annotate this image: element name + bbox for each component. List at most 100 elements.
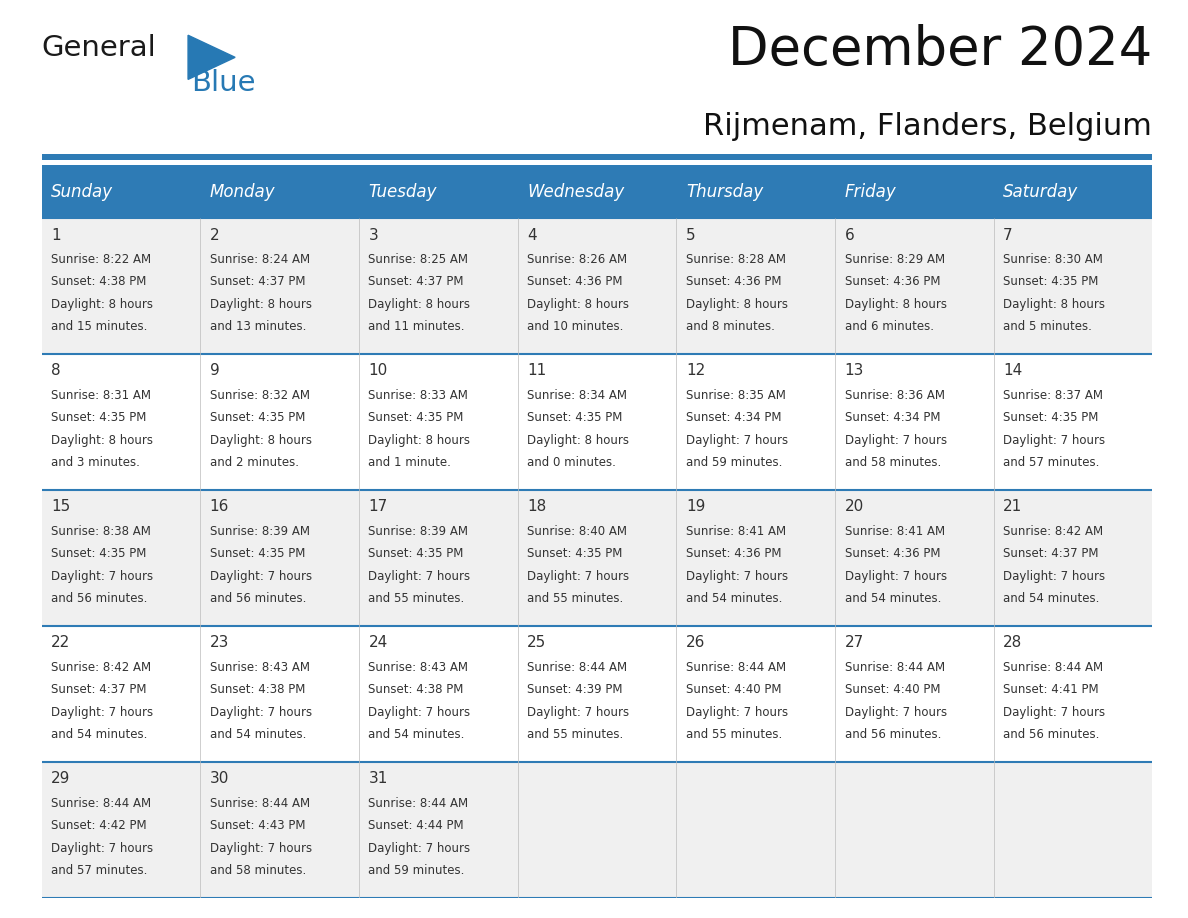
Text: Sunset: 4:37 PM: Sunset: 4:37 PM: [51, 683, 146, 697]
Text: and 3 minutes.: and 3 minutes.: [51, 455, 140, 469]
Text: and 59 minutes.: and 59 minutes.: [368, 864, 465, 877]
Text: Daylight: 7 hours: Daylight: 7 hours: [845, 433, 947, 447]
Text: Sunrise: 8:36 AM: Sunrise: 8:36 AM: [845, 389, 944, 402]
Text: Sunrise: 8:22 AM: Sunrise: 8:22 AM: [51, 253, 151, 266]
Text: Sunset: 4:40 PM: Sunset: 4:40 PM: [845, 683, 940, 697]
Text: Daylight: 7 hours: Daylight: 7 hours: [527, 706, 630, 719]
Text: and 54 minutes.: and 54 minutes.: [210, 728, 307, 741]
Text: Sunset: 4:36 PM: Sunset: 4:36 PM: [685, 275, 782, 288]
Text: Sunrise: 8:44 AM: Sunrise: 8:44 AM: [51, 797, 151, 811]
Text: 19: 19: [685, 499, 706, 514]
Bar: [201, 165, 359, 218]
Text: Sunset: 4:38 PM: Sunset: 4:38 PM: [210, 683, 305, 697]
Text: Sunset: 4:35 PM: Sunset: 4:35 PM: [368, 547, 463, 560]
Text: Monday: Monday: [210, 183, 276, 201]
Bar: [993, 165, 1152, 218]
Text: Sunset: 4:44 PM: Sunset: 4:44 PM: [368, 820, 465, 833]
Text: Daylight: 7 hours: Daylight: 7 hours: [368, 706, 470, 719]
Text: Daylight: 7 hours: Daylight: 7 hours: [51, 706, 153, 719]
Text: General: General: [42, 34, 157, 62]
Text: 4: 4: [527, 228, 537, 242]
Bar: [42, 354, 1152, 490]
Text: and 2 minutes.: and 2 minutes.: [210, 455, 299, 469]
Text: Daylight: 8 hours: Daylight: 8 hours: [210, 433, 311, 447]
Text: Sunset: 4:42 PM: Sunset: 4:42 PM: [51, 820, 147, 833]
Text: and 54 minutes.: and 54 minutes.: [51, 728, 147, 741]
Text: Sunrise: 8:30 AM: Sunrise: 8:30 AM: [1003, 253, 1104, 266]
Text: and 57 minutes.: and 57 minutes.: [1003, 455, 1100, 469]
Text: and 10 minutes.: and 10 minutes.: [527, 319, 624, 333]
Bar: [42, 218, 1152, 354]
Text: and 56 minutes.: and 56 minutes.: [1003, 728, 1100, 741]
Text: Sunrise: 8:38 AM: Sunrise: 8:38 AM: [51, 525, 151, 538]
Text: Sunset: 4:35 PM: Sunset: 4:35 PM: [527, 547, 623, 560]
Text: Daylight: 8 hours: Daylight: 8 hours: [527, 297, 630, 310]
Text: Daylight: 7 hours: Daylight: 7 hours: [685, 706, 788, 719]
Text: and 55 minutes.: and 55 minutes.: [368, 592, 465, 605]
Text: Sunset: 4:35 PM: Sunset: 4:35 PM: [51, 547, 146, 560]
Text: 12: 12: [685, 364, 706, 378]
Text: Sunrise: 8:39 AM: Sunrise: 8:39 AM: [368, 525, 468, 538]
Bar: [359, 165, 518, 218]
Text: Sunset: 4:37 PM: Sunset: 4:37 PM: [368, 275, 465, 288]
Text: 5: 5: [685, 228, 695, 242]
Text: Daylight: 8 hours: Daylight: 8 hours: [51, 297, 153, 310]
Text: and 1 minute.: and 1 minute.: [368, 455, 451, 469]
Text: Daylight: 7 hours: Daylight: 7 hours: [845, 706, 947, 719]
Text: 6: 6: [845, 228, 854, 242]
Text: Friday: Friday: [845, 183, 896, 201]
Text: and 58 minutes.: and 58 minutes.: [210, 864, 307, 877]
Text: 28: 28: [1003, 635, 1023, 650]
Text: Sunrise: 8:25 AM: Sunrise: 8:25 AM: [368, 253, 468, 266]
Text: Daylight: 7 hours: Daylight: 7 hours: [845, 569, 947, 583]
Text: Sunset: 4:37 PM: Sunset: 4:37 PM: [210, 275, 305, 288]
Text: 23: 23: [210, 635, 229, 650]
Text: and 54 minutes.: and 54 minutes.: [368, 728, 465, 741]
Text: 29: 29: [51, 771, 70, 787]
Text: Sunrise: 8:29 AM: Sunrise: 8:29 AM: [845, 253, 944, 266]
Text: 18: 18: [527, 499, 546, 514]
Text: Sunset: 4:41 PM: Sunset: 4:41 PM: [1003, 683, 1099, 697]
Text: Sunrise: 8:31 AM: Sunrise: 8:31 AM: [51, 389, 151, 402]
Text: 14: 14: [1003, 364, 1023, 378]
Text: Sunrise: 8:35 AM: Sunrise: 8:35 AM: [685, 389, 785, 402]
Text: Sunset: 4:35 PM: Sunset: 4:35 PM: [368, 411, 463, 424]
Text: and 56 minutes.: and 56 minutes.: [51, 592, 147, 605]
Text: Daylight: 8 hours: Daylight: 8 hours: [685, 297, 788, 310]
Text: Saturday: Saturday: [1003, 183, 1079, 201]
Text: Sunset: 4:36 PM: Sunset: 4:36 PM: [845, 275, 940, 288]
Text: Sunrise: 8:28 AM: Sunrise: 8:28 AM: [685, 253, 785, 266]
Text: Tuesday: Tuesday: [368, 183, 437, 201]
Text: and 5 minutes.: and 5 minutes.: [1003, 319, 1092, 333]
Polygon shape: [188, 35, 235, 79]
Text: Daylight: 7 hours: Daylight: 7 hours: [527, 569, 630, 583]
Text: Blue: Blue: [191, 70, 255, 97]
Bar: [518, 165, 676, 218]
Text: 24: 24: [368, 635, 387, 650]
Bar: [676, 165, 835, 218]
Text: Sunrise: 8:40 AM: Sunrise: 8:40 AM: [527, 525, 627, 538]
Text: Sunset: 4:34 PM: Sunset: 4:34 PM: [685, 411, 782, 424]
Text: Sunrise: 8:39 AM: Sunrise: 8:39 AM: [210, 525, 310, 538]
Text: and 59 minutes.: and 59 minutes.: [685, 455, 782, 469]
Text: Daylight: 7 hours: Daylight: 7 hours: [1003, 706, 1105, 719]
Text: 9: 9: [210, 364, 220, 378]
Text: and 54 minutes.: and 54 minutes.: [845, 592, 941, 605]
Text: Daylight: 7 hours: Daylight: 7 hours: [51, 569, 153, 583]
Text: and 8 minutes.: and 8 minutes.: [685, 319, 775, 333]
Text: Sunset: 4:34 PM: Sunset: 4:34 PM: [845, 411, 940, 424]
Text: Sunrise: 8:44 AM: Sunrise: 8:44 AM: [368, 797, 468, 811]
Text: Sunrise: 8:44 AM: Sunrise: 8:44 AM: [845, 661, 944, 674]
Text: Rijmenam, Flanders, Belgium: Rijmenam, Flanders, Belgium: [703, 112, 1152, 141]
Text: Sunset: 4:35 PM: Sunset: 4:35 PM: [210, 547, 305, 560]
Text: Sunrise: 8:42 AM: Sunrise: 8:42 AM: [51, 661, 151, 674]
Bar: [835, 165, 993, 218]
Text: and 0 minutes.: and 0 minutes.: [527, 455, 617, 469]
Text: 27: 27: [845, 635, 864, 650]
Text: 26: 26: [685, 635, 706, 650]
Text: Daylight: 8 hours: Daylight: 8 hours: [527, 433, 630, 447]
Text: 25: 25: [527, 635, 546, 650]
Text: 13: 13: [845, 364, 864, 378]
Text: 11: 11: [527, 364, 546, 378]
Text: Daylight: 7 hours: Daylight: 7 hours: [368, 569, 470, 583]
